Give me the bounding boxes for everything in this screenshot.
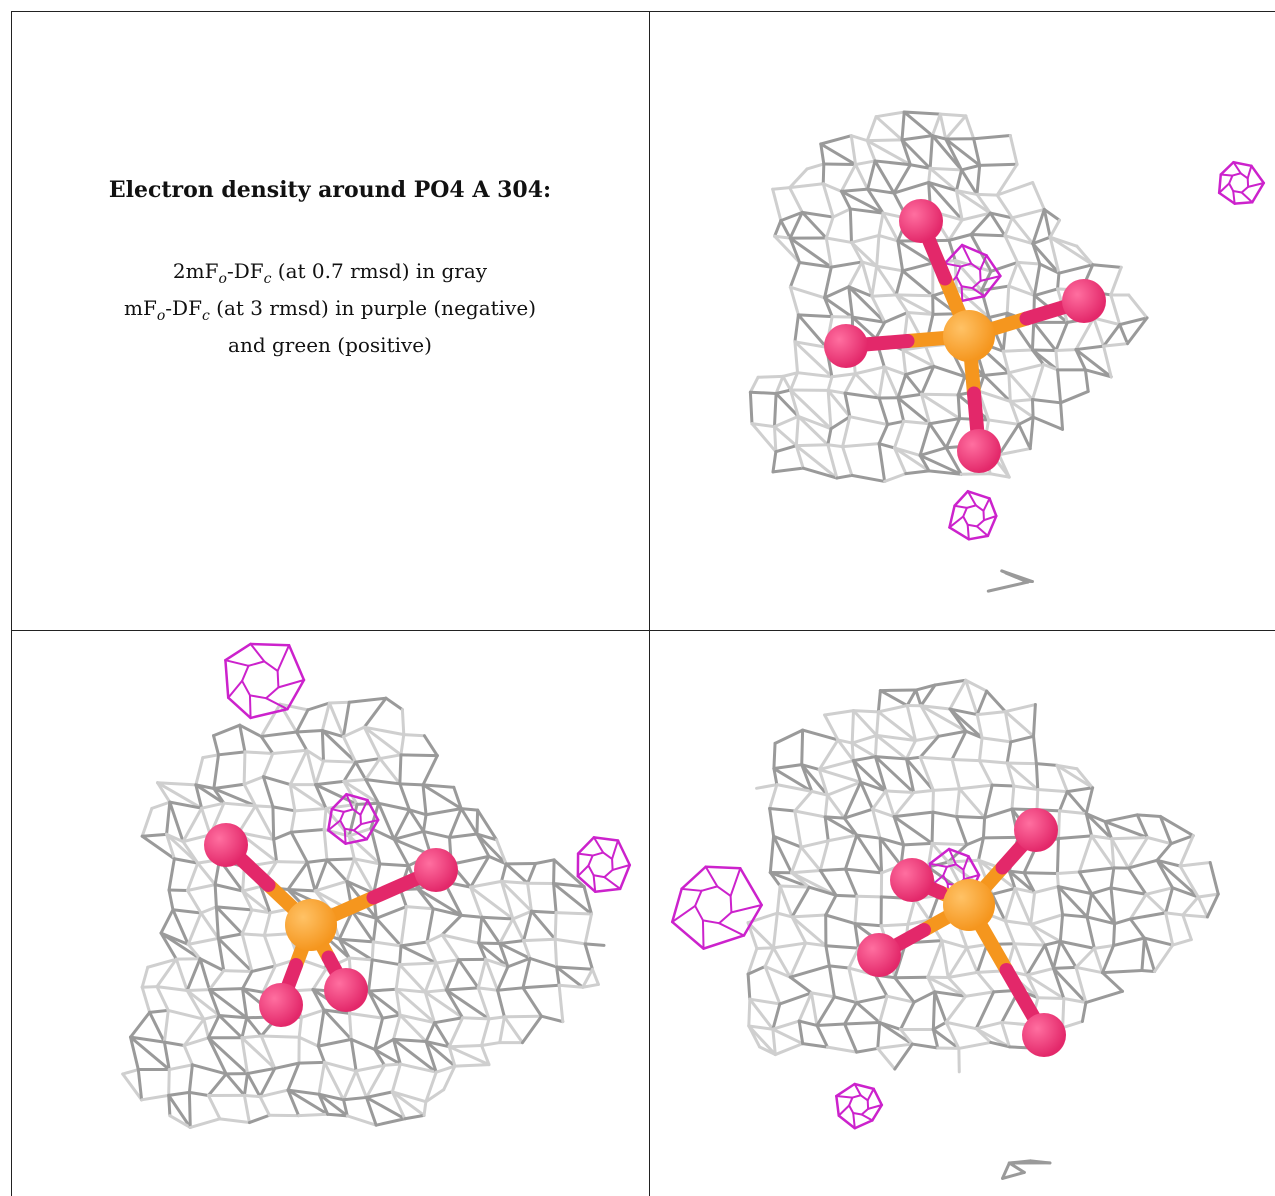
grid-border-left xyxy=(11,11,12,1196)
negative-density-blob xyxy=(835,1082,884,1130)
caption-title: Electron density around PO4 A 304: xyxy=(108,177,552,203)
caption-line-positive: and green (positive) xyxy=(228,333,432,357)
density-panel-1 xyxy=(649,11,1275,630)
negative-density-blob xyxy=(948,490,998,541)
density-view-2 xyxy=(121,642,632,1129)
oxygen-atom xyxy=(890,858,934,902)
phosphorus-atom xyxy=(285,899,337,951)
density-panel-2 xyxy=(11,630,649,1196)
density-panel-3 xyxy=(649,630,1275,1196)
caption-cell: Electron density around PO4 A 304: 2mFo-… xyxy=(11,11,649,630)
oxygen-atom xyxy=(259,983,303,1027)
oxygen-atom xyxy=(1022,1013,1066,1057)
oxygen-atom xyxy=(1014,808,1058,852)
oxygen-atom xyxy=(824,324,868,368)
caption: Electron density around PO4 A 304: 2mFo-… xyxy=(11,177,649,360)
grid-border-top xyxy=(11,11,1275,12)
oxygen-atom xyxy=(857,933,901,977)
negative-density-blob xyxy=(1217,160,1266,205)
oxygen-atom xyxy=(957,429,1001,473)
density-view-3 xyxy=(670,678,1220,1180)
negative-density-blob xyxy=(670,865,763,950)
caption-line-2mfo: 2mFo-DFc (at 0.7 rmsd) in gray xyxy=(172,259,488,287)
density-mesh xyxy=(748,110,1149,483)
density-mesh xyxy=(121,696,606,1129)
grid-border-middle xyxy=(11,630,1275,631)
phosphate-molecule xyxy=(204,823,458,1027)
negative-density-blob xyxy=(576,836,632,893)
oxygen-atom xyxy=(899,199,943,243)
phosphate-molecule xyxy=(824,199,1106,473)
caption-line-mfo: mFo-DFc (at 3 rmsd) in purple (negative) xyxy=(124,296,536,324)
grid-divider-vertical xyxy=(649,11,650,1196)
density-mesh-fragment xyxy=(1001,1159,1052,1180)
negative-density-blob xyxy=(224,642,306,720)
phosphorus-atom xyxy=(943,879,995,931)
oxygen-atom xyxy=(414,848,458,892)
oxygen-atom xyxy=(204,823,248,867)
density-mesh-fragment xyxy=(986,569,1034,593)
density-mesh xyxy=(746,678,1220,1074)
phosphorus-atom xyxy=(943,310,995,362)
negative-density-blob xyxy=(327,792,380,845)
oxygen-atom xyxy=(1062,279,1106,323)
figure-grid: Electron density around PO4 A 304: 2mFo-… xyxy=(11,11,1275,1196)
phosphate-molecule xyxy=(857,808,1066,1057)
oxygen-atom xyxy=(324,968,368,1012)
density-view-1 xyxy=(748,110,1266,593)
